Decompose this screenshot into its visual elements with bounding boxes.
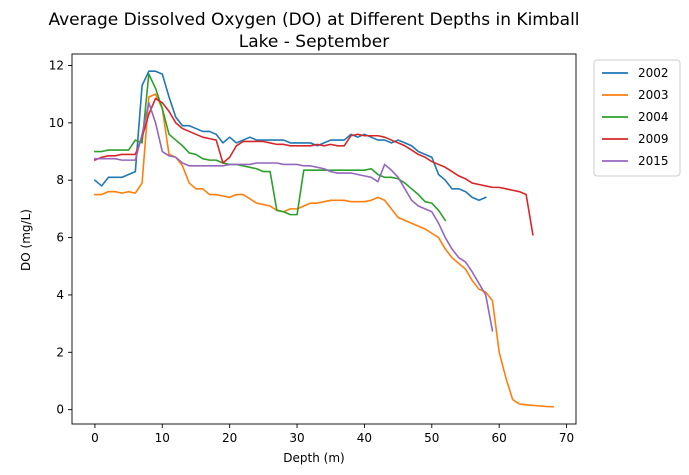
x-tick-label: 70 <box>559 431 574 445</box>
y-tick-label: 6 <box>56 231 64 245</box>
y-axis-label: DO (mg/L) <box>19 209 33 271</box>
series-line-2002 <box>93 70 487 202</box>
x-tick-label: 20 <box>222 431 237 445</box>
x-tick-label: 10 <box>155 431 170 445</box>
x-tick-label: 30 <box>289 431 304 445</box>
x-tick-label: 60 <box>492 431 507 445</box>
legend-label-2004: 2004 <box>638 110 669 124</box>
plot-frame <box>71 53 577 425</box>
y-tick-label: 4 <box>56 288 64 302</box>
plot-area: 0 10 20 30 40 50 60 70 0 2 4 6 8 10 12 <box>49 53 577 445</box>
legend-label-2015: 2015 <box>638 154 669 168</box>
y-tick-label: 0 <box>56 403 64 417</box>
series-line-2009 <box>93 97 534 236</box>
chart-title-line-1: Average Dissolved Oxygen (DO) at Differe… <box>48 10 579 30</box>
y-tick-label: 10 <box>49 116 64 130</box>
series-line-2015 <box>94 101 494 332</box>
legend-label-2009: 2009 <box>638 132 669 146</box>
legend: 2002 2003 2004 2009 2015 <box>593 59 681 177</box>
series-line-2003 <box>94 93 554 408</box>
series-line-2004 <box>94 73 447 222</box>
legend-label-2002: 2002 <box>638 66 669 80</box>
legend-box <box>593 59 681 177</box>
legend-label-2003: 2003 <box>638 88 669 102</box>
x-tick-label: 50 <box>424 431 439 445</box>
x-tick-label: 0 <box>91 431 99 445</box>
y-tick-label: 8 <box>56 173 64 187</box>
x-axis-label: Depth (m) <box>283 451 344 465</box>
chart-title-line-2: Lake - September <box>239 32 390 52</box>
x-tick-label: 40 <box>357 431 372 445</box>
y-tick-label: 12 <box>49 58 64 72</box>
y-tick-label: 2 <box>56 345 64 359</box>
